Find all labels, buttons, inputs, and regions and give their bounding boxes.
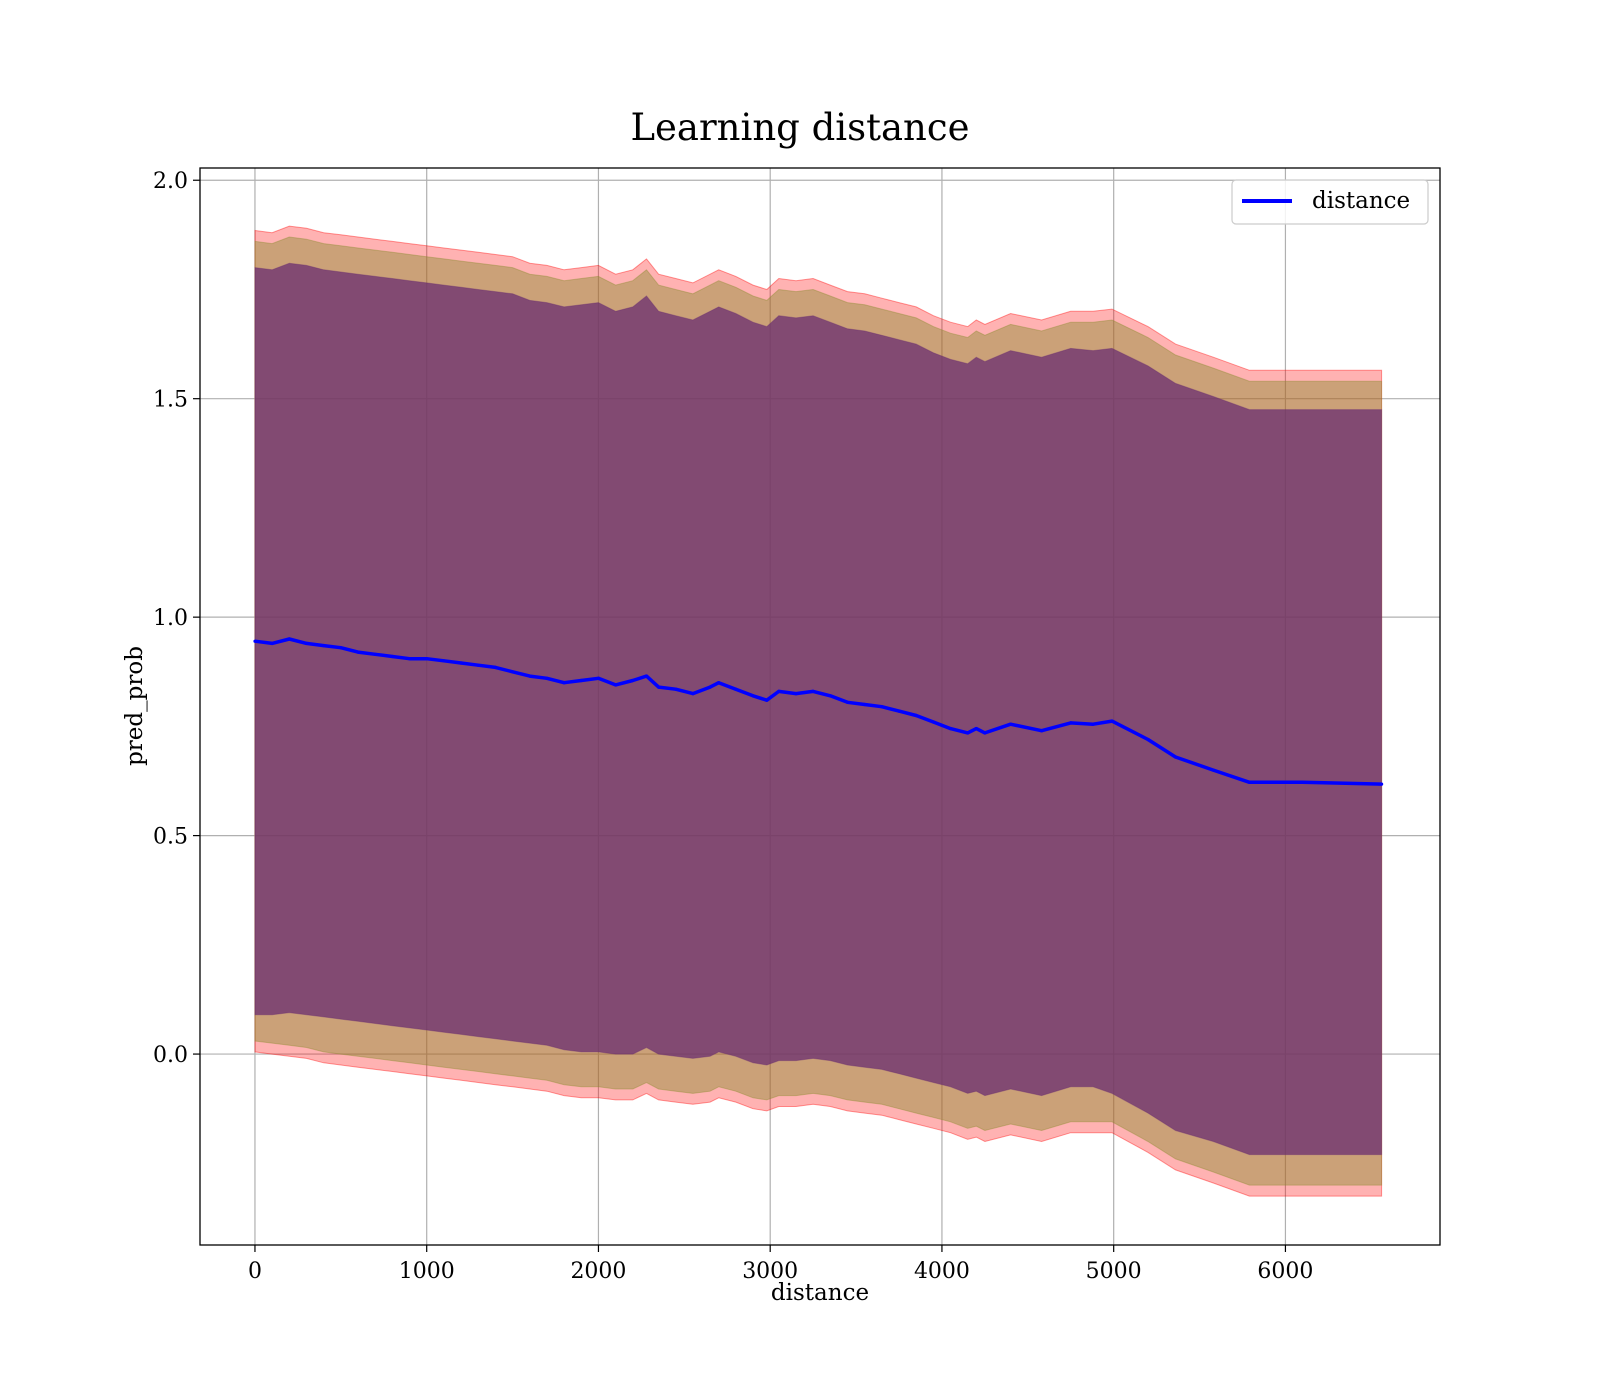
data-point [674,687,678,691]
data-point [828,694,832,698]
data-point [691,692,695,696]
data-point [751,694,755,698]
data-point [493,665,497,670]
data-point [304,641,309,646]
band-inner [254,262,1383,1156]
plot-frame [199,167,1441,1246]
y-tick-label: 1.5 [153,388,188,413]
y-axis-label: pred_prob [122,646,148,766]
x-tick-label: 1000 [399,1259,455,1284]
data-point [734,687,738,691]
data-point [253,639,257,643]
line-layer [253,637,1384,786]
data-point [322,644,326,648]
data-point [1091,722,1095,726]
data-point [1146,737,1150,742]
data-point [1110,719,1114,723]
y-tick-label: 1.0 [153,606,188,631]
data-point [966,731,970,735]
data-point [983,731,987,735]
data-point [1040,729,1044,733]
x-tick-label: 6000 [1257,1259,1313,1284]
data-point [425,657,429,661]
data-point [631,678,635,683]
x-axis-label: distance [771,1280,869,1306]
data-point [644,674,649,678]
data-point [811,689,815,694]
y-tick-label: 0.0 [153,1043,188,1068]
data-point [596,676,601,680]
data-point [287,637,291,641]
data-point [931,720,936,724]
data-point [373,652,377,656]
data-point [1211,768,1215,772]
data-point [1301,780,1305,784]
data-point [339,646,343,650]
data-point [845,700,850,704]
y-axis-ticks: 0.0 0.5 1.0 1.5 2.0 [153,169,200,1068]
x-tick-label: 0 [248,1259,262,1284]
x-tick-label: 4000 [914,1259,970,1284]
data-point [545,676,549,680]
x-tick-label: 5000 [1086,1259,1142,1284]
data-point [657,685,661,689]
data-point [510,670,515,674]
series-line-distance [254,637,1382,786]
data-point [794,692,798,696]
legend-label-distance: distance [1312,188,1410,214]
y-tick-label: 2.0 [153,169,188,194]
data-point [974,727,978,731]
x-tick-label: 3000 [742,1259,798,1284]
x-tick-label: 2000 [570,1259,626,1284]
data-point [270,641,274,646]
y-tick-label: 0.5 [153,825,188,850]
legend: distance [1231,179,1429,225]
data-point [948,727,953,731]
data-point [1343,781,1348,785]
data-point [717,681,721,685]
data-point [614,683,618,687]
data-point [1009,722,1013,726]
data-point [390,654,394,659]
x-axis-ticks: 0 1000 2000 3000 4000 5000 6000 [248,1245,1313,1284]
data-point [880,705,884,709]
bands-layer [254,225,1383,1197]
data-point [708,685,712,689]
data-point [914,713,918,718]
data-point [356,650,360,654]
data-point [528,674,532,678]
data-point [897,709,901,713]
data-point [1247,780,1251,784]
data-point [562,681,566,685]
data-point [1069,721,1073,725]
data-point [407,657,412,661]
data-point [777,689,781,694]
data-point [1173,755,1178,759]
data-point [476,663,480,667]
data-point [765,698,769,702]
data-point [1380,782,1384,786]
chart-title: Learning distance [630,106,969,149]
data-point [442,659,446,663]
data-point [579,678,583,683]
legend-box [1231,179,1429,225]
data-point [863,702,867,707]
data-point [459,661,463,665]
